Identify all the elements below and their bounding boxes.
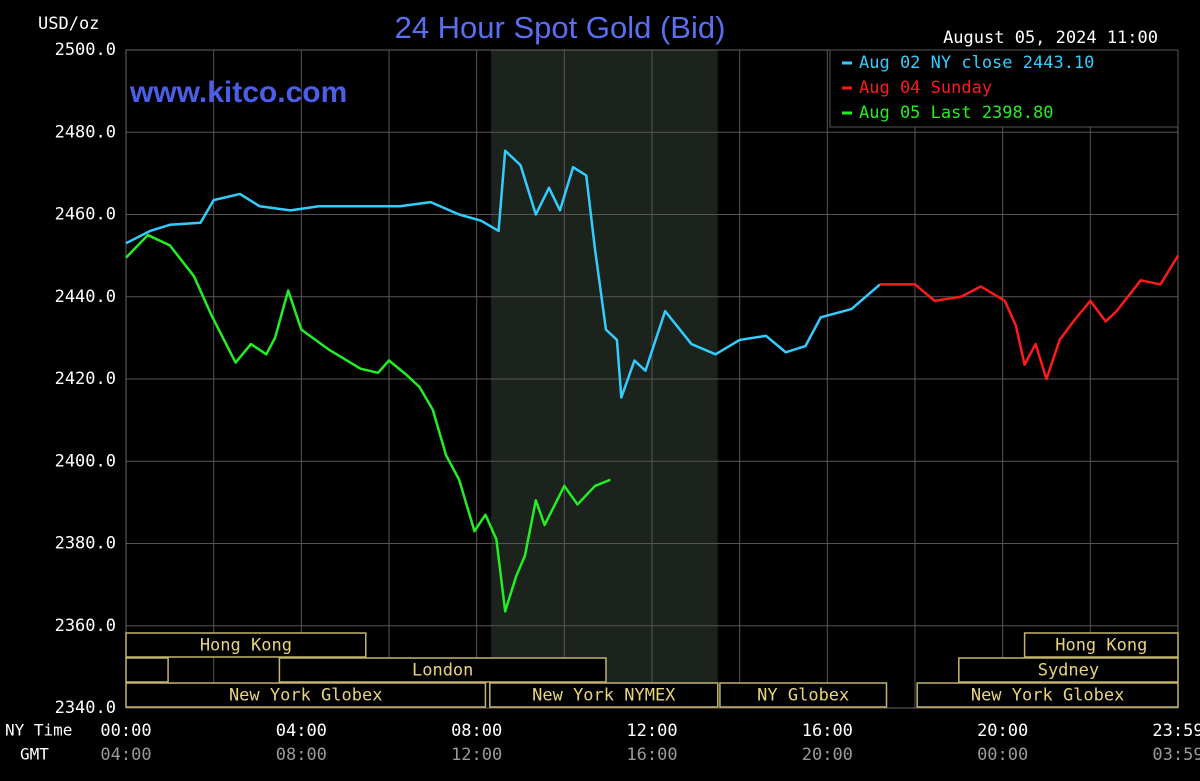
session-bar (489, 682, 719, 708)
x-tick-label-gmt: 03:59 (1152, 745, 1200, 765)
session-bar (916, 682, 1179, 708)
plot-frame (125, 49, 1179, 709)
session-label: Sydney (1038, 661, 1099, 681)
x-tick-label: 16:00 (802, 721, 853, 741)
legend-label: Aug 04 Sunday (859, 78, 992, 98)
y-tick-label: 2400.0 (55, 451, 116, 471)
chart-title: 24 Hour Spot Gold (Bid) (395, 10, 726, 45)
watermark: www.kitco.com (129, 76, 347, 109)
x-tick-label-gmt: 20:00 (802, 745, 853, 765)
session-bar (719, 682, 888, 708)
y-axis-label: USD/oz (38, 14, 99, 34)
price-line (125, 149, 881, 399)
x-tick-label: 12:00 (626, 721, 677, 741)
x-tick-label-gmt: 16:00 (626, 745, 677, 765)
session-bar (1023, 632, 1179, 658)
x-tick-label: 00:00 (100, 721, 151, 741)
legend-box (829, 49, 1179, 128)
legend-label: Aug 02 NY close 2443.10 (859, 53, 1094, 73)
session-bar (125, 657, 169, 683)
session-bar (125, 682, 487, 708)
session-label: NY Globex (757, 686, 849, 706)
x-row-label: GMT (20, 745, 49, 764)
y-tick-label: 2380.0 (55, 534, 116, 554)
y-tick-label: 2480.0 (55, 122, 116, 142)
y-tick-label: 2500.0 (55, 40, 116, 60)
legend-label: Aug 05 Last 2398.80 (859, 103, 1053, 123)
date-label: August 05, 2024 11:00 (943, 28, 1158, 48)
x-tick-label: 04:00 (276, 721, 327, 741)
session-label: London (412, 661, 473, 681)
price-line (879, 254, 1180, 381)
session-bar (958, 657, 1179, 683)
session-label: New York NYMEX (532, 686, 676, 706)
session-label: Hong Kong (200, 636, 292, 656)
x-tick-label-gmt: 12:00 (451, 745, 502, 765)
x-tick-label: 23:59 (1152, 721, 1200, 741)
y-tick-label: 2360.0 (55, 616, 116, 636)
x-tick-label: 08:00 (451, 721, 502, 741)
x-tick-label-gmt: 04:00 (100, 745, 151, 765)
y-tick-label: 2460.0 (55, 205, 116, 225)
price-line (125, 233, 611, 613)
session-label: New York Globex (229, 686, 383, 706)
x-tick-label-gmt: 08:00 (276, 745, 327, 765)
y-tick-label: 2440.0 (55, 287, 116, 307)
x-row-label: NY Time (5, 721, 72, 740)
session-bar (125, 632, 367, 658)
x-tick-label-gmt: 00:00 (977, 745, 1028, 765)
y-tick-label: 2340.0 (55, 698, 116, 718)
y-tick-label: 2420.0 (55, 369, 116, 389)
session-bar (278, 657, 607, 683)
session-label: Hong Kong (1055, 636, 1147, 656)
x-tick-label: 20:00 (977, 721, 1028, 741)
session-label: New York Globex (971, 686, 1125, 706)
